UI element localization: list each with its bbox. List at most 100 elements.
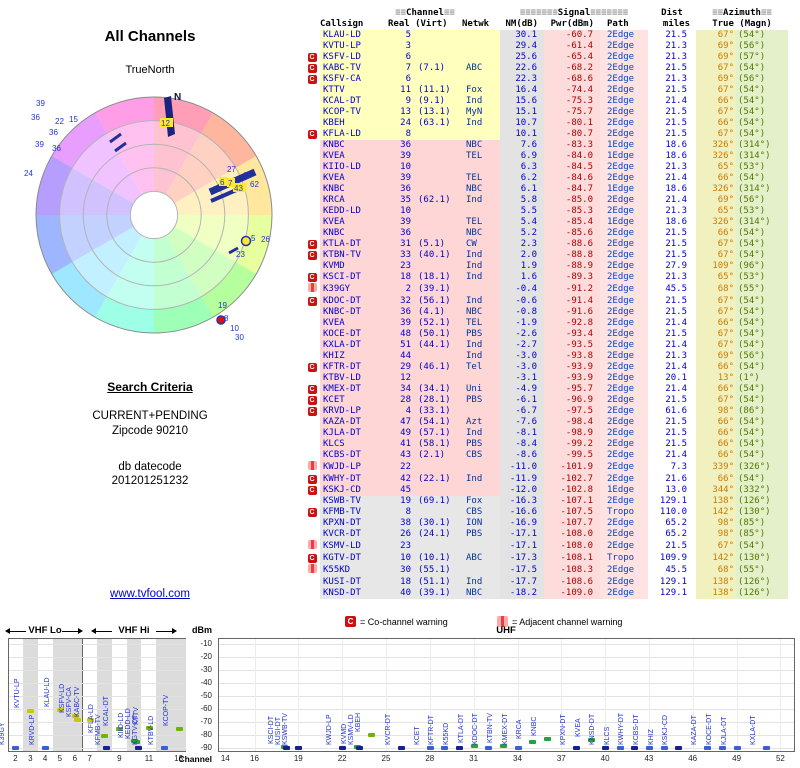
table-row[interactable]: KLCS 41 (58.1) PBS -8.4 -99.2 2Edge 21.5 66° (54°… bbox=[304, 439, 789, 450]
table-row[interactable]: KTBV-LD 12 -3.1 -93.9 2Edge 20.1 13° (1°) bbox=[304, 373, 789, 384]
table-row[interactable]: KXLA-DT 51 (44.1) Ind -2.7 -93.5 2Edge 21.4 67°(… bbox=[304, 340, 789, 351]
table-row[interactable]: KVEA 39 TEL 6.9 -84.0 1Edge 18.6 326° (314°) bbox=[304, 151, 789, 162]
table-row[interactable]: C KTLA-DT 31 (5.1) CW 2.3 -88.6 2Edge 21.5 67° (54… bbox=[304, 239, 789, 250]
table-row[interactable]: KNBC 36 NBC 7.6 -83.3 1Edge 18.6 326° (314°) bbox=[304, 140, 789, 151]
table-row[interactable]: KWJD-LP 22 -11.0 -101.9 2Edge 7.3 339° (326°) bbox=[304, 461, 789, 474]
table-row[interactable]: KNBC-DT 36 (4.1) NBC -0.8 -91.6 2Edge 21.5 67° (5… bbox=[304, 307, 789, 318]
table-row[interactable]: K55KD 30 (55.1) -17.5 -108.3 2Edge 45.5 68° (55°… bbox=[304, 564, 789, 577]
cell-virtual-channel bbox=[416, 507, 462, 518]
table-row[interactable]: KCBS-DT 43 (2.1) CBS -8.6 -99.5 2Edge 21.4 66° (5… bbox=[304, 450, 789, 461]
co-channel-icon: C bbox=[307, 53, 317, 62]
table-row[interactable]: C KABC-TV 7 (7.1) ABC 22.6 -68.2 2Edge 21.5 67° (5… bbox=[304, 63, 789, 74]
cell-real-channel: 23 bbox=[388, 540, 416, 553]
cell-real-channel: 42 bbox=[388, 474, 416, 485]
table-row[interactable]: KVEA 39 (52.1) TEL -1.9 -92.8 2Edge 21.4 66° (54°… bbox=[304, 318, 789, 329]
table-row[interactable]: KVMD 23 Ind 1.9 -88.9 2Edge 27.9 109° (96°) bbox=[304, 261, 789, 272]
table-row[interactable]: KVEA 39 TEL 6.2 -84.6 2Edge 21.4 66° (54°) bbox=[304, 173, 789, 184]
table-row[interactable]: KBEH 24 (63.1) Ind 10.7 -80.1 2Edge 21.5 66° (54°… bbox=[304, 118, 789, 129]
table-row[interactable]: KSMV-LD 23 -17.1 -108.0 2Edge 21.5 67° (54°) bbox=[304, 540, 789, 553]
table-row[interactable]: C KCET 28 (28.1) PBS -6.1 -96.9 2Edge 21.5 67° (54… bbox=[304, 395, 789, 406]
table-row[interactable]: C KSKJ-CD 45 -12.0 -102.8 1Edge 13.0 344° (332°) bbox=[304, 485, 789, 496]
cell-network: ABC bbox=[462, 553, 500, 564]
table-row[interactable]: C KTBN-TV 33 (40.1) Ind 2.0 -88.8 2Edge 21.5 67°(… bbox=[304, 250, 789, 261]
gridline bbox=[473, 639, 475, 751]
table-row[interactable]: KCAL-DT 9 (9.1) Ind 15.6 -75.3 2Edge 21.4 66° (54… bbox=[304, 96, 789, 107]
table-row[interactable]: C KDOC-DT 32 (56.1) Ind -0.6 -91.4 2Edge 21.5 67°… bbox=[304, 296, 789, 307]
cell-real-channel: 47 bbox=[388, 417, 416, 428]
cell-callsign: KDOC-DT bbox=[320, 296, 388, 307]
table-row[interactable]: KTTV 11 (11.1) Fox 16.4 -74.4 2Edge 21.5 67° (54°… bbox=[304, 85, 789, 96]
table-row[interactable]: KPXN-DT 38 (30.1) ION -16.9 -107.7 2Edge 65.2 98… bbox=[304, 518, 789, 529]
table-row[interactable]: KRCA 35 (62.1) Ind 5.8 -85.0 2Edge 21.4 69° (56°) bbox=[304, 195, 789, 206]
cell-distance: 61.6 bbox=[648, 406, 697, 417]
table-row[interactable]: KUSI-DT 18 (51.1) Ind -17.7 -108.6 2Edge 129.1 1… bbox=[304, 577, 789, 588]
cell-noise-margin: 1.9 bbox=[500, 261, 544, 272]
tvfool-link[interactable]: www.tvfool.com bbox=[110, 588, 190, 600]
table-row[interactable]: C KRVD-LP 4 (33.1) -6.7 -97.5 2Edge 61.6 98° (86°… bbox=[304, 406, 789, 417]
table-row[interactable]: KIIO-LD 10 6.3 -84.5 2Edge 21.3 65° (53°) bbox=[304, 162, 789, 173]
band-stripe bbox=[22, 639, 38, 751]
table-row[interactable]: KVEA 39 TEL 5.4 -85.4 1Edge 18.6 326° (314°) bbox=[304, 217, 789, 228]
cell-azimuth-true: 69° bbox=[696, 74, 737, 85]
warning-marker-cell bbox=[304, 173, 320, 184]
cell-real-channel: 22 bbox=[388, 461, 416, 474]
cell-virtual-channel bbox=[416, 151, 462, 162]
cell-path: 2Edge bbox=[600, 417, 649, 428]
table-row[interactable]: KNSD-DT 40 (39.1) NBC -18.2 -109.0 2Edge 129.1 1… bbox=[304, 588, 789, 599]
table-row[interactable]: KVTU-LP 3 29.4 -61.4 2Edge 21.3 69° (56°) bbox=[304, 41, 789, 52]
table-row[interactable]: C KGTV-DT 10 (10.1) ABC -17.3 -108.1 Tropo 109.9… bbox=[304, 553, 789, 564]
cell-power: -80.7 bbox=[544, 129, 600, 140]
cell-distance: 21.5 bbox=[648, 250, 697, 261]
cell-distance: 27.9 bbox=[648, 261, 697, 272]
table-row[interactable]: C KSCI-DT 18 (18.1) Ind 1.6 -89.3 2Edge 21.3 65°(… bbox=[304, 272, 789, 283]
cell-distance: 21.4 bbox=[648, 362, 697, 373]
table-row[interactable]: KNBC 36 NBC 6.1 -84.7 1Edge 18.6 326° (314°) bbox=[304, 184, 789, 195]
cell-azimuth-true: 66° bbox=[696, 96, 737, 107]
table-row[interactable]: KOCE-DT 48 (50.1) PBS -2.6 -93.4 2Edge 21.5 67°(… bbox=[304, 329, 789, 340]
cell-azimuth-magnetic: (57°) bbox=[736, 52, 789, 63]
gridline bbox=[219, 709, 794, 710]
cell-azimuth-true: 65° bbox=[696, 162, 737, 173]
cell-azimuth-magnetic: (54°) bbox=[736, 417, 789, 428]
table-row[interactable]: C KFTR-DT 29 (46.1) Tel -3.0 -93.9 2Edge 21.4 66°… bbox=[304, 362, 789, 373]
table-row[interactable]: KJLA-DT 49 (57.1) Ind -8.1 -98.9 2Edge 21.5 66°(… bbox=[304, 428, 789, 439]
table-row[interactable]: C KSFV-CA 6 22.3 -68.6 2Edge 21.3 69° (56°) bbox=[304, 74, 789, 85]
cell-network: TEL bbox=[462, 151, 500, 162]
table-row[interactable]: KSWB-TV 19 (69.1) Fox -16.3 -107.1 2Edge 129.1 1… bbox=[304, 496, 789, 507]
cell-azimuth-magnetic: (54°) bbox=[736, 129, 789, 140]
table-row[interactable]: C KSFV-LD 6 25.6 -65.4 2Edge 21.3 69° (57°) bbox=[304, 52, 789, 63]
cell-azimuth-true: 66° bbox=[696, 228, 737, 239]
cell-virtual-channel: (69.1) bbox=[416, 496, 462, 507]
cell-power: -84.7 bbox=[544, 184, 600, 195]
cell-azimuth-true: 69° bbox=[696, 195, 737, 206]
radar-outer-band bbox=[51, 112, 107, 168]
table-row[interactable]: KLAU-LD 5 30.1 -60.7 2Edge 21.5 67° (54°) bbox=[304, 30, 789, 41]
table-row[interactable]: C KFLA-LD 8 10.1 -80.7 2Edge 21.5 67° (54°) bbox=[304, 129, 789, 140]
callsign-label: KOCE-DT bbox=[706, 713, 713, 746]
true-magn-header: True (Magn) bbox=[696, 19, 789, 30]
table-row[interactable]: KVCR-DT 26 (24.1) PBS -17.1 -108.0 2Edge 65.2 98… bbox=[304, 529, 789, 540]
table-row[interactable]: KNBC 36 NBC 5.2 -85.6 2Edge 21.5 66° (54°) bbox=[304, 228, 789, 239]
table-row[interactable]: KAZA-DT 47 (54.1) Azt -7.6 -98.4 2Edge 21.5 66°(… bbox=[304, 417, 789, 428]
cell-azimuth-true: 65° bbox=[696, 272, 737, 283]
cell-azimuth-magnetic: (126°) bbox=[736, 577, 789, 588]
cell-distance: 21.5 bbox=[648, 296, 697, 307]
cell-noise-margin: -6.1 bbox=[500, 395, 544, 406]
cell-noise-margin: 29.4 bbox=[500, 41, 544, 52]
table-row[interactable]: KCOP-TV 13 (13.1) MyN 15.1 -75.7 2Edge 21.5 67°(… bbox=[304, 107, 789, 118]
signal-bar bbox=[470, 744, 478, 749]
cell-noise-margin: -3.1 bbox=[500, 373, 544, 384]
table-row[interactable]: C KWHY-DT 42 (22.1) Ind -11.9 -102.7 2Edge 21.6 6… bbox=[304, 474, 789, 485]
table-row[interactable]: KEDD-LD 10 5.5 -85.3 2Edge 21.3 65° (53°) bbox=[304, 206, 789, 217]
table-row[interactable]: KHIZ 44 Ind -3.0 -93.8 2Edge 21.3 69° (56°) bbox=[304, 351, 789, 362]
adjacent-channel-icon bbox=[307, 564, 317, 573]
cell-power: -83.3 bbox=[544, 140, 600, 151]
cell-azimuth-true: 326° bbox=[696, 184, 737, 195]
table-row[interactable]: C KMEX-DT 34 (34.1) Uni -4.9 -95.7 2Edge 21.4 66°… bbox=[304, 384, 789, 395]
table-row[interactable]: K39GY 2 (39.1) -0.4 -91.2 2Edge 45.5 68° (55°) bbox=[304, 283, 789, 296]
cell-callsign: KFMB-TV bbox=[320, 507, 388, 518]
warning-marker-cell bbox=[304, 461, 320, 474]
channel-tick-label: 43 bbox=[644, 754, 654, 763]
table-row[interactable]: C KFMB-TV 8 CBS -16.6 -107.5 Tropo 110.0 142° (13… bbox=[304, 507, 789, 518]
cell-distance: 21.5 bbox=[648, 63, 697, 74]
